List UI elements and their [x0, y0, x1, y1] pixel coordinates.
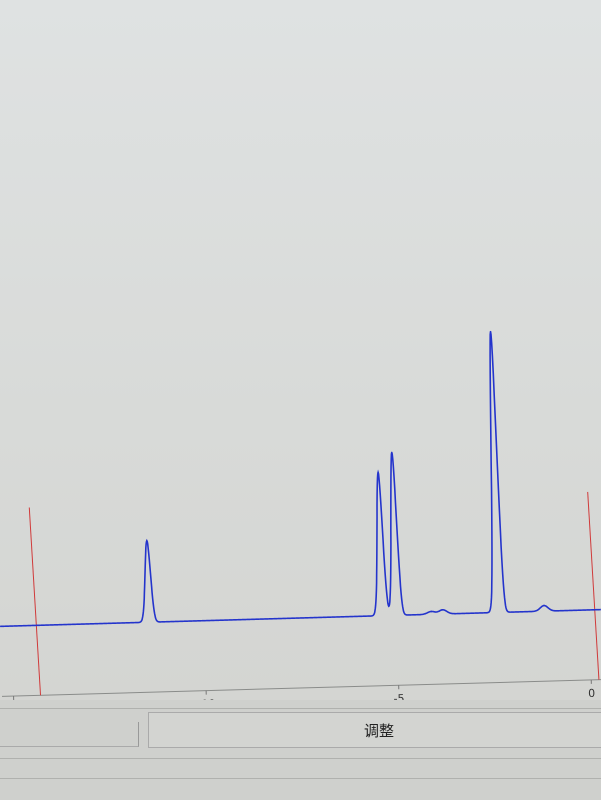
x-axis-line [2, 679, 601, 697]
plot-area: -15-10-50 [0, 0, 601, 700]
x-tick-label: -10 [197, 697, 215, 700]
adjust-button-label: 调整 [363, 721, 394, 740]
chart-group: -15-10-50 [0, 330, 601, 700]
peak-point [377, 471, 379, 474]
peak-point [442, 608, 444, 611]
divider [0, 778, 601, 779]
peak-point [430, 610, 433, 613]
peak-point [390, 451, 393, 454]
peak-point [543, 604, 545, 607]
x-tick-label: -5 [393, 692, 404, 700]
left-field[interactable] [0, 722, 139, 747]
spectrum-chart: -15-10-50 [0, 330, 601, 700]
marker-line[interactable] [28, 507, 42, 696]
peak-point [489, 330, 492, 333]
divider [0, 708, 601, 709]
spectrum-line [0, 331, 601, 628]
adjust-button[interactable]: 调整 [148, 712, 601, 748]
divider [0, 758, 601, 759]
marker-line[interactable] [587, 491, 600, 680]
x-tick-label: 0 [588, 687, 595, 700]
peak-point [146, 539, 148, 542]
